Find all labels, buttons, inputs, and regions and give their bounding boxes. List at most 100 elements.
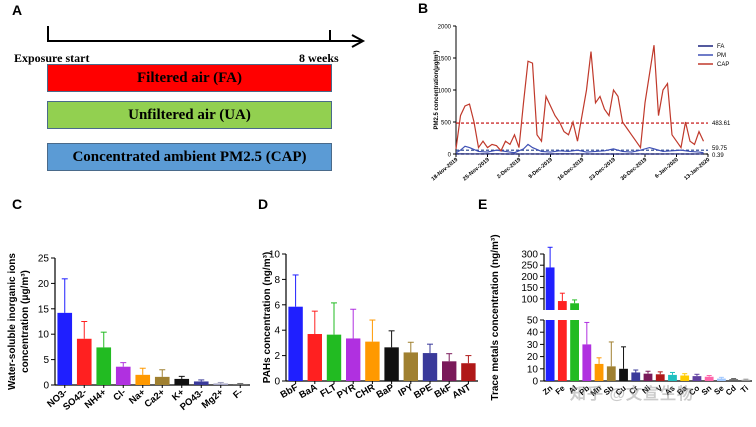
y-axis-title-c-1: concentration (μg/m³) [20,270,31,373]
y-tick-label-d-0: 0 [274,377,280,388]
x-tick-label-c-f: F- [231,387,245,401]
x-tick-label-e-ni: Ni [640,384,652,396]
y-tick-label-d-8: 8 [274,275,280,286]
legend-label-b-fa: FA [717,44,724,50]
x-tick-label-e-cr: Cr [627,384,640,397]
x-tick-label-e-cd: Cd [724,384,738,398]
x-tick-label-b-1: 25-Nov-2019 [462,157,491,182]
timeline [47,26,366,48]
timeline-arrowhead [351,34,366,48]
panel-label-b: B [418,0,429,16]
reference-label-b-0: 483.61 [712,121,731,127]
y-tick-label-e-upper-300: 300 [521,250,538,261]
bar-e-lower-as [668,374,677,381]
x-tick-label-b-4: 16-Dec-2019 [557,157,585,182]
y-tick-label-b-2000: 2000 [438,25,452,31]
group-concentrated-pm-label: Concentrated ambient PM2.5 (CAP) [72,148,307,165]
bar-e-upper-al [570,303,579,310]
bar-c-nh4 [96,347,112,385]
y-tick-label-b-0: 0 [448,153,452,159]
bar-c-mg2 [213,383,229,385]
y-tick-label-e-lower-50: 50 [527,316,539,327]
y-tick-label-e-lower-20: 20 [527,352,539,363]
exposure-start-label: Exposure start [14,51,90,65]
y-tick-label-e-lower-0: 0 [532,377,538,388]
y-axis-title-d: PAHs concentration (ng/m³) [262,252,273,383]
bar-c-no3 [57,312,73,385]
x-tick-label-b-5: 23-Dec-2019 [588,157,616,182]
bar-c-na [135,374,151,385]
bar-e-upper-zn [545,267,555,310]
y-tick-label-b-1000: 1000 [438,89,452,95]
bar-c-ca2 [154,376,170,385]
bar-c-f [232,383,248,385]
bar-e-lower-fe [557,320,567,381]
y-tick-label-c-25: 25 [38,254,50,265]
y-tick-label-c-20: 20 [38,279,50,290]
y-tick-label-e-upper-200: 200 [521,272,538,283]
x-tick-label-b-0: 18-Nov-2019 [431,157,460,182]
watermark-text: 知乎 @文宣生物 [570,386,695,403]
x-tick-label-c-ca2: Ca2+ [143,387,168,410]
y-tick-label-e-lower-30: 30 [527,340,539,351]
y-tick-label-e-upper-100: 100 [521,294,538,305]
y-axis-title-b: PM2.5 concentration(μg/m³) [433,50,440,129]
bar-d-flt [326,334,342,381]
bar-d-bap [384,347,399,381]
bar-e-lower-mn [594,363,604,381]
x-tick-label-d-bpe: BPE [412,382,434,401]
x-tick-label-d-bap: BaP [375,382,397,401]
x-tick-label-c-cl: Cl- [111,387,128,404]
bar-d-pyr [346,338,361,381]
group-unfiltered-air-label: Unfiltered air (UA) [128,106,251,123]
y-tick-label-b-500: 500 [441,121,452,127]
bar-e-lower-v [655,374,665,381]
x-tick-label-e-al: Al [567,384,579,396]
bar-d-ant [461,363,476,381]
bar-e-lower-al [570,320,579,381]
bar-e-upper-fe [557,301,567,310]
y-tick-label-b-1500: 1500 [438,57,452,63]
group-unfiltered-air: Unfiltered air (UA) [47,101,332,129]
y-tick-label-e-upper-250: 250 [521,261,538,272]
bar-c-so42 [76,338,92,385]
group-filtered-air-label: Filtered air (FA) [137,69,242,86]
x-tick-label-c-nh4: NH4+ [83,387,109,411]
group-concentrated-pm: Concentrated ambient PM2.5 (CAP) [47,143,332,171]
y-axis-title-e: Trace metals concentration (ng/m³) [490,234,501,400]
bar-e-lower-sb [606,366,616,381]
bar-e-lower-ba [680,375,690,381]
bar-e-lower-cr [631,372,641,381]
series-line-b-cap [455,45,705,152]
chart-b-pm25-timeseries: 0 500 1000 1500 2000 18-Nov-2019 25-Nov-2019 2-… [431,25,731,183]
bar-e-lower-cd [729,379,739,381]
panel-label-d: D [258,196,269,212]
bar-d-baa [307,334,322,381]
x-tick-label-e-fe: Fe [554,383,567,396]
bar-e-lower-zn [545,320,555,381]
x-tick-label-e-ti: Ti [739,384,750,395]
bar-e-lower-pb [582,344,592,381]
y-tick-label-e-lower-10: 10 [527,364,539,375]
x-tick-label-e-v: V [655,383,665,394]
bar-e-lower-se [717,378,726,381]
panel-label-c: C [12,196,23,212]
y-tick-label-d-10: 10 [269,250,281,261]
bar-d-bbf [288,306,303,381]
group-filtered-air: Filtered air (FA) [47,64,332,92]
panel-label-a: A [12,2,23,18]
bar-d-bkf [442,361,457,381]
x-tick-label-d-chr: CHR [354,382,377,402]
y-tick-label-c-5: 5 [43,355,49,366]
bar-e-lower-sn [704,376,714,381]
panel-label-e: E [478,196,488,212]
eight-weeks-label: 8 weeks [299,51,339,65]
y-tick-label-c-0: 0 [43,381,49,392]
x-tick-label-b-2: 2-Dec-2019 [496,157,522,180]
legend-label-b-cap: CAP [717,62,729,68]
x-tick-label-b-3: 9-Dec-2019 [528,157,554,180]
bar-d-ipy [403,352,418,381]
y-tick-label-d-6: 6 [274,300,280,311]
bar-e-lower-ti [741,379,751,381]
